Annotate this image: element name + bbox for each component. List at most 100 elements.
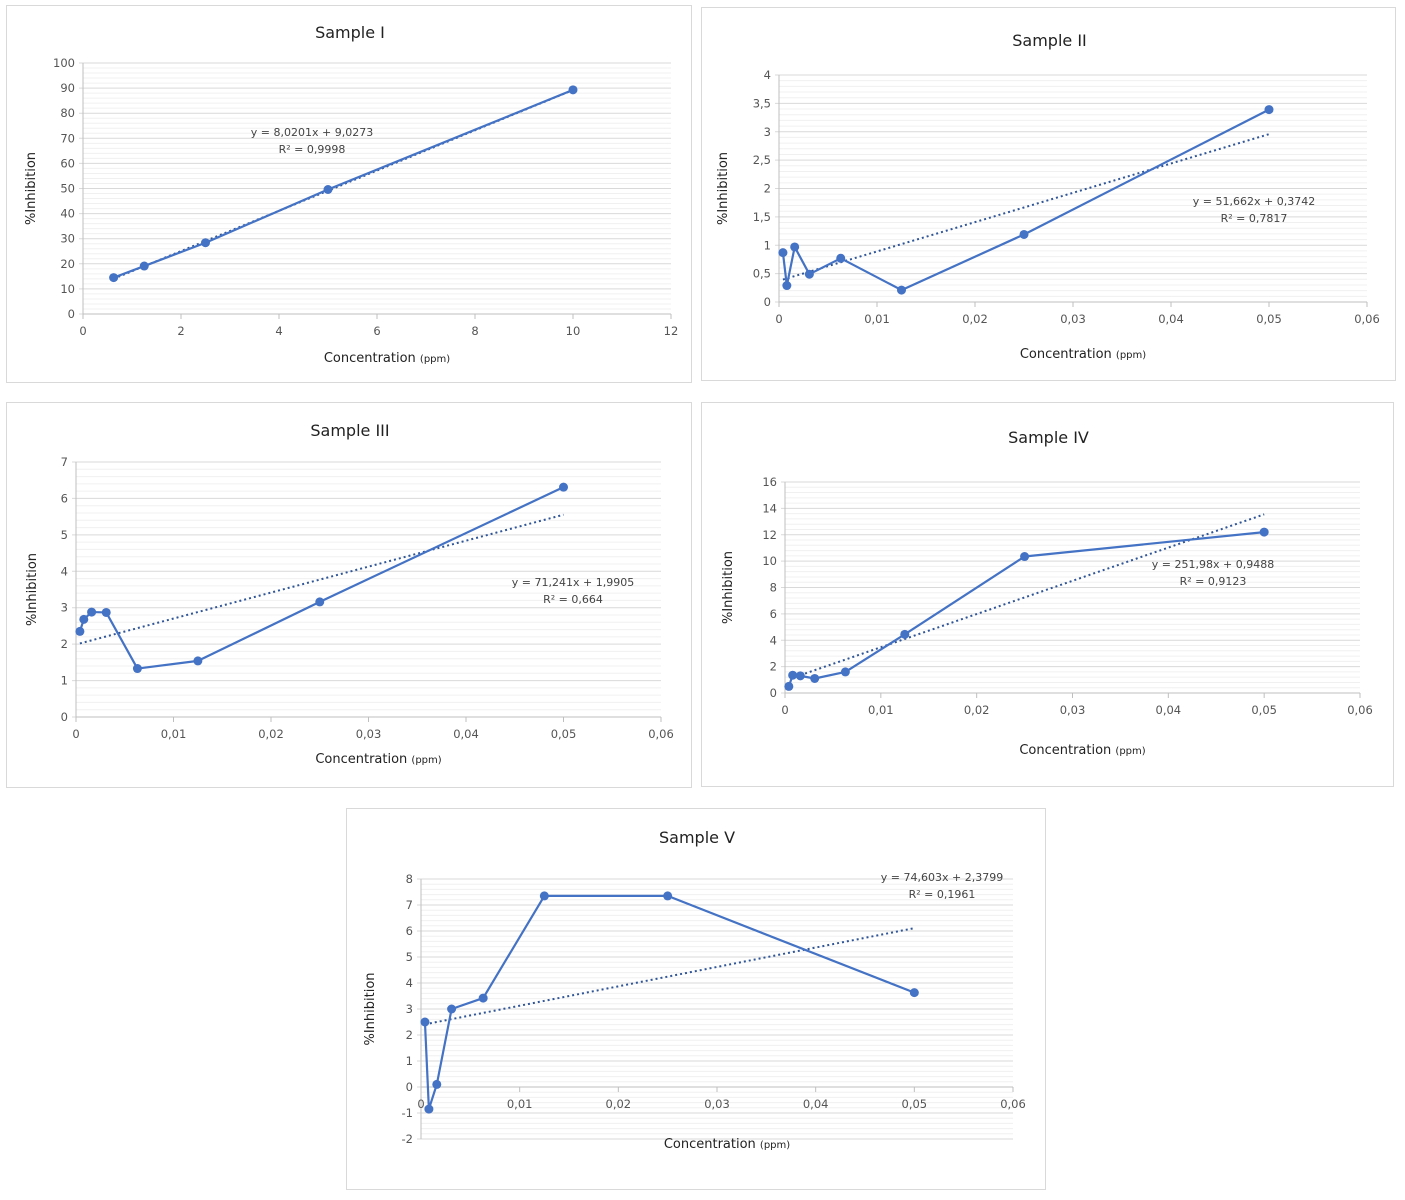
x-tick-label: 10 xyxy=(566,324,581,338)
data-point xyxy=(323,185,333,195)
data-point xyxy=(840,667,850,677)
y-tick-label: 1 xyxy=(406,1054,413,1068)
y-axis-title: %Inhibition xyxy=(721,551,736,624)
y-axis-title: %Inhibition xyxy=(25,553,40,626)
data-point xyxy=(1264,105,1274,115)
trendline-r-squared: R² = 0,1961 xyxy=(909,888,976,901)
x-tick-label: 0,03 xyxy=(356,727,382,741)
x-tick-label: 0,01 xyxy=(161,727,187,741)
x-tick-label: 0,01 xyxy=(868,703,894,717)
data-point xyxy=(432,1079,442,1089)
chart-title: Sample IV xyxy=(1008,428,1089,447)
data-point xyxy=(900,629,910,639)
data-point xyxy=(559,482,568,492)
y-tick-label: 5 xyxy=(61,528,68,542)
data-point xyxy=(782,281,792,291)
x-tick-label: 0,04 xyxy=(1156,703,1182,717)
x-tick-label: 0,06 xyxy=(1000,1097,1026,1111)
x-axis-title: Concentration (ppm) xyxy=(1020,347,1146,362)
y-tick-label: 12 xyxy=(762,528,777,542)
y-tick-label: 6 xyxy=(770,607,777,621)
y-tick-label: 30 xyxy=(60,232,75,246)
data-point xyxy=(788,670,798,680)
data-point xyxy=(478,993,488,1003)
y-tick-label: 0 xyxy=(764,295,771,309)
x-tick-label: 0 xyxy=(781,703,788,717)
trendline-r-squared: R² = 0,7817 xyxy=(1221,212,1288,225)
x-tick-label: 0,01 xyxy=(507,1097,533,1111)
x-tick-label: 0,01 xyxy=(864,312,890,326)
x-tick-label: 0,03 xyxy=(1060,703,1086,717)
data-point xyxy=(539,891,549,901)
x-tick-label: 0,05 xyxy=(902,1097,928,1111)
chart-panel-sample-4: Sample IV 0 2 4 6 8 10 12 14 16 0 0,01 0,02 0,03 0,04 0… xyxy=(701,402,1394,787)
chart-panel-sample-1: Sample I 0 10 20 30 40 50 60 70 80 90 100 0 2 4 6 8 10 12 C… xyxy=(6,5,692,383)
x-tick-label: 0 xyxy=(79,324,86,338)
y-tick-label: 3 xyxy=(406,1002,413,1016)
x-tick-label: 0,02 xyxy=(606,1097,632,1111)
series-line xyxy=(78,486,564,670)
y-tick-label: 90 xyxy=(60,81,75,95)
y-tick-label: -2 xyxy=(402,1132,413,1146)
y-tick-label: 8 xyxy=(406,872,413,886)
data-point xyxy=(75,626,85,636)
x-axis-title: Concentration (ppm) xyxy=(664,1137,790,1152)
data-point xyxy=(909,988,919,998)
y-tick-label: 7 xyxy=(406,898,413,912)
trendline-equation: y = 74,603x + 2,3799 xyxy=(881,871,1003,884)
x-tick-label: 0,02 xyxy=(258,727,284,741)
data-point xyxy=(790,242,800,252)
y-tick-label: 0 xyxy=(61,710,68,724)
y-axis-title: %Inhibition xyxy=(363,972,378,1045)
x-tick-label: 0,02 xyxy=(964,703,990,717)
y-tick-label: 2 xyxy=(770,660,777,674)
y-tick-label: 3,5 xyxy=(753,96,771,110)
y-tick-label: 1,5 xyxy=(753,210,771,224)
x-tick-label: 0,06 xyxy=(648,727,674,741)
x-tick-label: 0,05 xyxy=(1251,703,1277,717)
y-tick-label: 7 xyxy=(61,455,68,469)
y-tick-label: 2 xyxy=(764,182,771,196)
chart-svg: Sample III 0 1 2 3 4 5 6 7 0 0,01 0,02 0,03 0,04 0,05 0… xyxy=(25,421,674,767)
x-tick-label: 6 xyxy=(373,324,380,338)
y-tick-label: 0 xyxy=(770,686,777,700)
trendline xyxy=(424,927,915,1026)
data-point xyxy=(193,656,203,666)
x-tick-label: 0,05 xyxy=(1256,312,1282,326)
x-axis-title: Concentration (ppm) xyxy=(1019,743,1145,758)
data-point xyxy=(79,614,89,624)
y-tick-label: 80 xyxy=(60,106,75,120)
y-tick-label: 6 xyxy=(406,924,413,938)
x-tick-label: 2 xyxy=(177,324,184,338)
y-tick-label: 1 xyxy=(61,674,68,688)
series-line xyxy=(781,108,1270,292)
trendline xyxy=(79,513,564,645)
y-tick-label: 70 xyxy=(60,131,75,145)
chart-title: Sample V xyxy=(659,828,735,847)
series-line xyxy=(423,894,915,1111)
y-tick-label: 6 xyxy=(61,491,68,505)
x-tick-label: 4 xyxy=(275,324,282,338)
data-point xyxy=(778,248,788,258)
y-tick-label: 1 xyxy=(764,238,771,252)
x-tick-label: 0,04 xyxy=(453,727,479,741)
y-tick-label: 4 xyxy=(770,633,777,647)
y-tick-label: 40 xyxy=(60,207,75,221)
data-point xyxy=(1020,552,1030,562)
x-tick-label: 0,03 xyxy=(1060,312,1086,326)
x-tick-label: 8 xyxy=(471,324,478,338)
chart-svg: Sample IV 0 2 4 6 8 10 12 14 16 0 0,01 0,02 0,03 0,04 0… xyxy=(721,428,1373,758)
x-tick-label: 0 xyxy=(72,727,79,741)
trendline-equation: y = 71,241x + 1,9905 xyxy=(512,576,634,589)
data-point xyxy=(132,664,142,674)
y-tick-label: 3 xyxy=(764,125,771,139)
y-tick-label: 4 xyxy=(61,564,68,578)
data-point xyxy=(315,597,325,607)
data-point xyxy=(1019,229,1029,239)
y-tick-label: 4 xyxy=(764,68,771,82)
y-tick-label: 8 xyxy=(770,581,777,595)
data-point xyxy=(568,85,578,95)
y-tick-label: 100 xyxy=(53,56,75,70)
data-point xyxy=(424,1104,434,1114)
chart-panel-sample-5: Sample V -2 -1 0 1 2 3 4 5 6 7 8 0 0,01 0,02 0,03 0,04 0,… xyxy=(346,808,1046,1190)
